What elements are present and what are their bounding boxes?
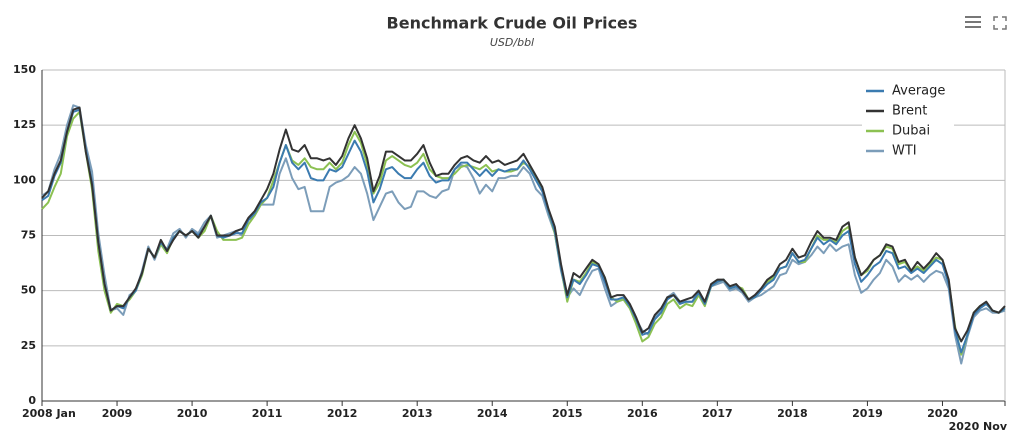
x-tick-label: 2016 xyxy=(627,407,658,420)
legend-label: Average xyxy=(892,84,945,99)
x-tick-label: 2020 Nov xyxy=(949,420,1008,433)
x-tick-label: 2019 xyxy=(852,407,883,420)
fullscreen-button[interactable] xyxy=(993,16,1007,30)
x-tick-label: 2014 xyxy=(477,407,508,420)
x-tick-label: 2020 xyxy=(927,407,958,420)
chart-subtitle: USD/bbl xyxy=(490,36,534,49)
series-line xyxy=(41,110,1006,356)
legend-label: WTI xyxy=(892,144,917,159)
series-line xyxy=(41,106,1006,343)
legend-label: Brent xyxy=(892,104,927,119)
x-tick-label: 2013 xyxy=(402,407,433,420)
x-tick-label: 2009 xyxy=(102,407,133,420)
legend-label: Dubai xyxy=(892,124,930,139)
y-tick-label: 75 xyxy=(21,229,36,242)
x-tick-label: 2011 xyxy=(252,407,283,420)
menu-button[interactable] xyxy=(965,16,981,28)
x-tick-label: 2012 xyxy=(327,407,358,420)
y-tick-label: 25 xyxy=(21,339,36,352)
x-tick-label: 2015 xyxy=(552,407,583,420)
y-tick-label: 125 xyxy=(13,118,36,131)
y-tick-label: 50 xyxy=(21,284,37,297)
y-tick-label: 150 xyxy=(13,63,36,76)
series-line xyxy=(41,104,1006,365)
x-tick-label: 2018 xyxy=(777,407,808,420)
y-tick-label: 0 xyxy=(28,394,36,407)
legend: Average Brent Dubai WTI xyxy=(862,80,954,166)
x-tick-label: 2008 Jan xyxy=(22,407,76,420)
series-line xyxy=(41,108,1006,354)
y-tick-label: 100 xyxy=(13,173,36,186)
x-tick-label: 2017 xyxy=(702,407,733,420)
chart-title: Benchmark Crude Oil Prices xyxy=(387,14,638,33)
x-tick-label: 2010 xyxy=(177,407,208,420)
